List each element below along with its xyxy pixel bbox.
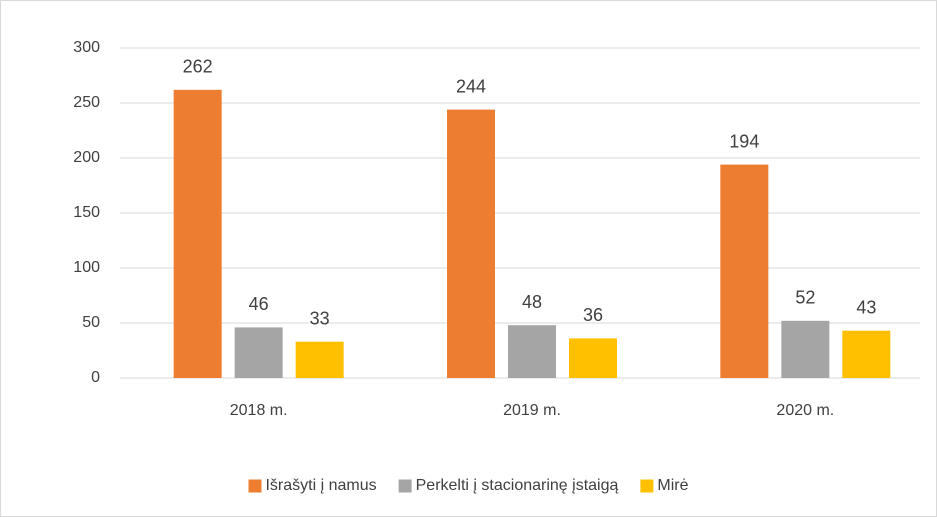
bar [569,338,617,378]
legend-label: Perkelti į stacionarinę įstaigą [416,477,619,494]
legend-label: Išrašyti į namus [265,477,376,494]
y-tick-label: 300 [73,39,100,56]
data-label: 262 [183,57,213,77]
data-label: 52 [795,288,815,308]
data-label: 48 [522,292,542,312]
data-label: 194 [729,131,759,151]
bar [295,341,344,378]
bar [173,89,222,379]
data-label: 33 [310,308,330,328]
legend-swatch [640,479,654,493]
legend-swatch [248,479,262,493]
data-label: 43 [856,297,876,317]
data-label: 36 [583,305,603,325]
bar [447,109,495,378]
bar [842,330,891,378]
bar [720,164,769,378]
y-tick-label: 0 [91,369,100,386]
legend-swatch [398,479,412,493]
bar [234,327,283,378]
y-tick-label: 200 [73,149,100,166]
y-tick-label: 100 [73,259,100,276]
data-label: 244 [456,76,486,96]
y-tick-label: 150 [73,204,100,221]
x-tick-label: 2019 m. [503,402,561,419]
x-tick-label: 2020 m. [776,402,834,419]
y-tick-label: 250 [73,94,100,111]
bar [508,325,556,378]
x-tick-label: 2018 m. [230,402,288,419]
data-label: 46 [249,294,269,314]
y-tick-label: 50 [82,314,100,331]
legend-label: Mirė [657,477,688,494]
bar [781,320,830,378]
